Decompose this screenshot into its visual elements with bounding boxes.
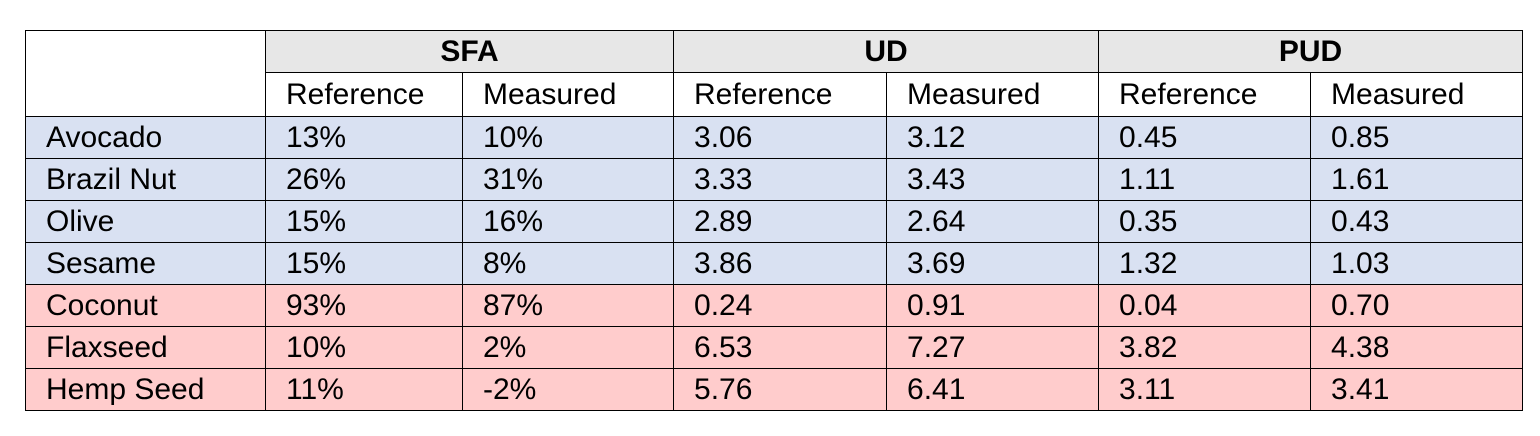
table-cell: 3.33	[673, 158, 888, 201]
group-header: UD	[673, 30, 1100, 73]
table-cell: 6.41	[886, 368, 1100, 411]
table-cell: 1.32	[1098, 242, 1312, 285]
table-cell: 15%	[265, 200, 463, 243]
row-label: Olive	[25, 200, 266, 243]
table-cell: 87%	[461, 284, 675, 327]
group-header-row: SFA UD PUD	[25, 30, 1524, 117]
table-cell: 3.12	[886, 116, 1100, 159]
table-cell: 15%	[265, 242, 463, 285]
table-cell: 3.11	[1098, 368, 1312, 411]
table-cell: 2.64	[886, 200, 1100, 243]
table-cell: 1.03	[1310, 242, 1524, 285]
table-cell: 3.41	[1310, 368, 1524, 411]
table-row: Brazil Nut 26% 31% 3.33 3.43 1.11 1.61	[25, 158, 1524, 201]
table-cell: 26%	[265, 158, 463, 201]
column-header: Measured	[1310, 72, 1524, 117]
table-cell: 31%	[461, 158, 675, 201]
group-header: PUD	[1098, 30, 1524, 73]
corner-cell	[25, 30, 266, 117]
table-cell: 3.82	[1098, 326, 1312, 369]
table-cell: 2.89	[673, 200, 888, 243]
table-cell: 6.53	[673, 326, 888, 369]
group-header: SFA	[264, 30, 675, 73]
table-cell: 1.61	[1310, 158, 1524, 201]
table-row: Olive 15% 16% 2.89 2.64 0.35 0.43	[25, 200, 1524, 243]
column-header: Measured	[461, 72, 675, 117]
row-label: Avocado	[25, 116, 266, 159]
table-cell: 0.04	[1098, 284, 1312, 327]
row-label: Hemp Seed	[25, 368, 266, 411]
table-header: SFA UD PUD Reference Measured Reference Measu…	[25, 30, 1524, 117]
row-label: Flaxseed	[25, 326, 266, 369]
table-cell: 3.43	[886, 158, 1100, 201]
column-header: Reference	[673, 72, 888, 117]
table-cell: 16%	[461, 200, 675, 243]
table-cell: 0.70	[1310, 284, 1524, 327]
table-cell: 5.76	[673, 368, 888, 411]
row-label: Brazil Nut	[25, 158, 266, 201]
row-label: Coconut	[25, 284, 266, 327]
table-cell: 4.38	[1310, 326, 1524, 369]
table-cell: 0.43	[1310, 200, 1524, 243]
table-cell: 3.06	[673, 116, 888, 159]
table-cell: 93%	[265, 284, 463, 327]
table-row: Sesame 15% 8% 3.86 3.69 1.32 1.03	[25, 242, 1524, 285]
table-body: Avocado 13% 10% 3.06 3.12 0.45 0.85 Brazil Nut 2…	[25, 116, 1524, 411]
table-cell: 0.35	[1098, 200, 1312, 243]
table-cell: 13%	[265, 116, 463, 159]
table-cell: 2%	[461, 326, 675, 369]
table-cell: 8%	[461, 242, 675, 285]
table-cell: 10%	[461, 116, 675, 159]
row-label: Sesame	[25, 242, 266, 285]
table-cell: 0.45	[1098, 116, 1312, 159]
table-row: Avocado 13% 10% 3.06 3.12 0.45 0.85	[25, 116, 1524, 159]
table-cell: 3.86	[673, 242, 888, 285]
table-row: Hemp Seed 11% -2% 5.76 6.41 3.11 3.41	[25, 368, 1524, 411]
table-cell: 11%	[265, 368, 463, 411]
table-row: Flaxseed 10% 2% 6.53 7.27 3.82 4.38	[25, 326, 1524, 369]
column-header: Reference	[265, 72, 463, 117]
table-row: Coconut 93% 87% 0.24 0.91 0.04 0.70	[25, 284, 1524, 327]
table-cell: 1.11	[1098, 158, 1312, 201]
table-cell: 0.24	[673, 284, 888, 327]
table-cell: 0.91	[886, 284, 1100, 327]
table-cell: -2%	[461, 368, 675, 411]
table-cell: 3.69	[886, 242, 1100, 285]
column-header: Measured	[886, 72, 1100, 117]
table-cell: 0.85	[1310, 116, 1524, 159]
column-header: Reference	[1098, 72, 1312, 117]
data-table: SFA UD PUD Reference Measured Reference Measu…	[25, 30, 1524, 411]
table-cell: 10%	[265, 326, 463, 369]
table-cell: 7.27	[886, 326, 1100, 369]
